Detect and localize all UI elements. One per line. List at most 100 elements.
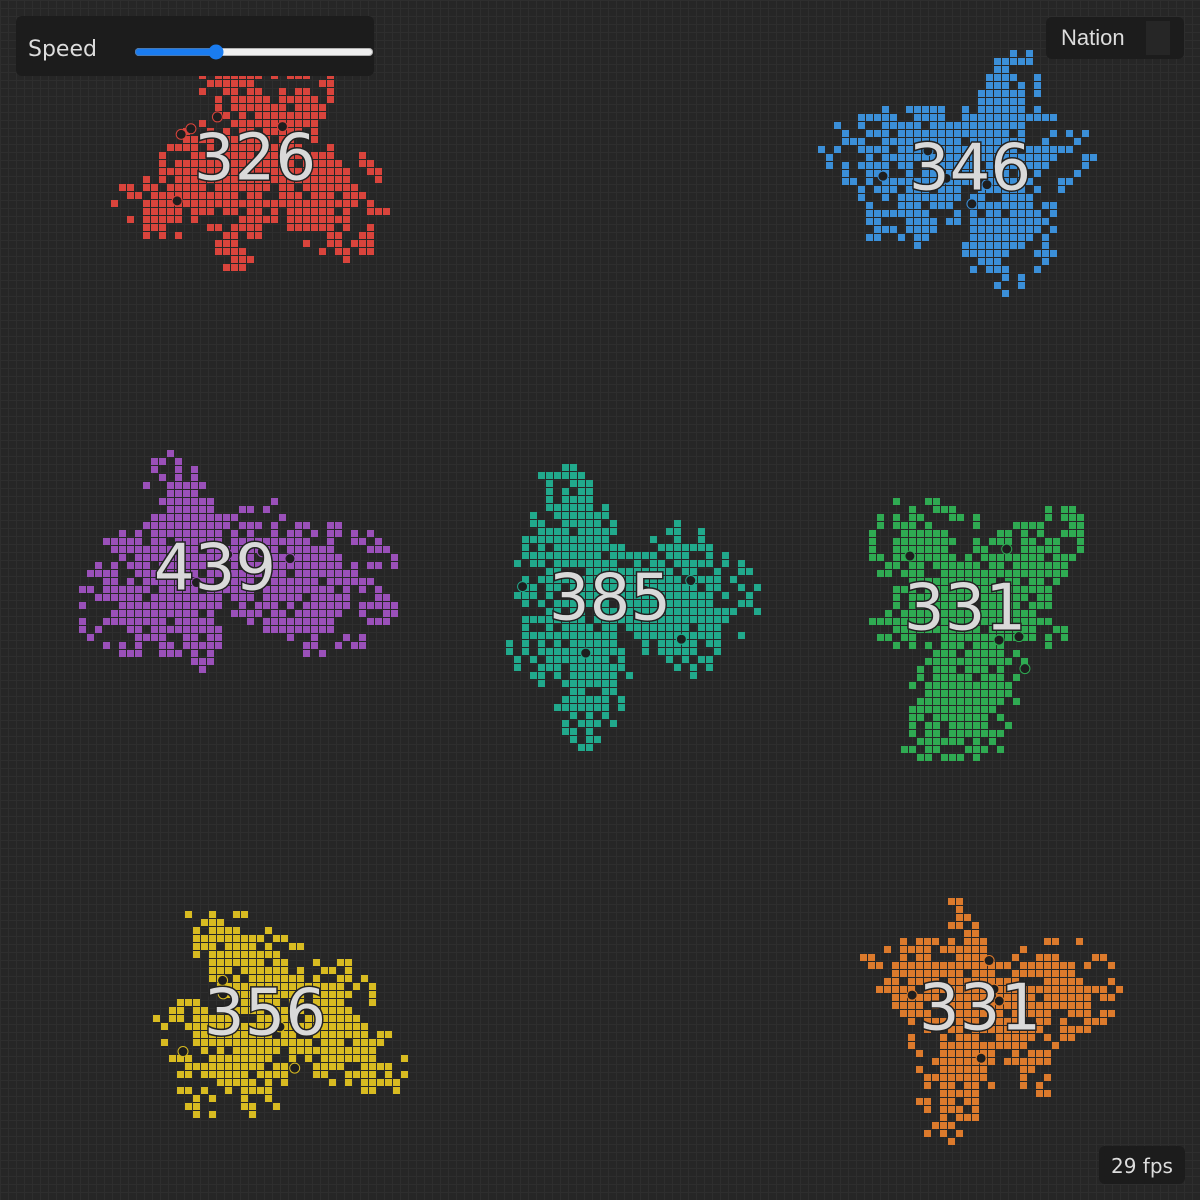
territory-cell bbox=[217, 1063, 224, 1070]
territory-cell bbox=[335, 522, 342, 529]
territory-cell bbox=[209, 959, 216, 966]
territory-cell bbox=[1050, 210, 1057, 217]
territory-cell bbox=[578, 576, 585, 583]
unit bbox=[177, 1046, 189, 1058]
territory-cell bbox=[1050, 114, 1057, 121]
territory-cell bbox=[546, 616, 553, 623]
territory-cell bbox=[295, 578, 302, 585]
territory-cell bbox=[313, 1063, 320, 1070]
territory-cell bbox=[981, 618, 988, 625]
territory-cell bbox=[239, 554, 246, 561]
territory-cell bbox=[946, 162, 953, 169]
territory-cell bbox=[351, 192, 358, 199]
territory-cell bbox=[538, 528, 545, 535]
unit bbox=[675, 633, 687, 645]
territory-cell bbox=[271, 152, 278, 159]
territory-cell bbox=[289, 1015, 296, 1022]
territory-cell bbox=[1018, 122, 1025, 129]
territory-cell bbox=[1020, 986, 1027, 993]
territory-cell bbox=[898, 210, 905, 217]
territory-cell bbox=[554, 632, 561, 639]
territory-cell bbox=[924, 1098, 931, 1105]
territory-cell bbox=[986, 202, 993, 209]
territory-cell bbox=[207, 626, 214, 633]
territory-cell bbox=[909, 722, 916, 729]
territory-cell bbox=[964, 986, 971, 993]
speed-panel: Speed bbox=[16, 16, 374, 76]
territory-cell bbox=[327, 240, 334, 247]
territory-cell bbox=[949, 514, 956, 521]
territory-cell bbox=[1077, 546, 1084, 553]
territory-cell bbox=[970, 218, 977, 225]
territory-cell bbox=[940, 946, 947, 953]
territory-cell bbox=[239, 200, 246, 207]
territory-cell bbox=[273, 967, 280, 974]
territory-cell bbox=[578, 512, 585, 519]
territory-cell bbox=[1044, 1074, 1051, 1081]
territory-cell bbox=[882, 106, 889, 113]
territory-cell bbox=[1037, 546, 1044, 553]
territory-cell bbox=[1005, 634, 1012, 641]
territory-cell bbox=[1092, 986, 1099, 993]
territory-cell bbox=[1034, 186, 1041, 193]
territory-cell bbox=[1010, 202, 1017, 209]
territory-cell bbox=[1018, 138, 1025, 145]
territory-cell bbox=[249, 983, 256, 990]
territory-cell bbox=[682, 600, 689, 607]
territory-cell bbox=[666, 568, 673, 575]
territory-cell bbox=[361, 1031, 368, 1038]
nation-button[interactable]: Nation bbox=[1046, 17, 1184, 59]
territory-cell bbox=[666, 648, 673, 655]
territory-cell bbox=[981, 554, 988, 561]
territory-cell bbox=[866, 178, 873, 185]
territory-cell bbox=[1010, 146, 1017, 153]
territory-cell bbox=[201, 1087, 208, 1094]
territory-cell bbox=[249, 975, 256, 982]
territory-cell bbox=[890, 178, 897, 185]
territory-cell bbox=[193, 943, 200, 950]
territory-cell bbox=[965, 698, 972, 705]
territory-cell bbox=[1045, 618, 1052, 625]
territory-cell bbox=[900, 938, 907, 945]
territory-cell bbox=[303, 610, 310, 617]
territory-cell bbox=[1069, 530, 1076, 537]
territory-cell bbox=[249, 1079, 256, 1086]
territory-cell bbox=[239, 602, 246, 609]
territory-cell bbox=[201, 1047, 208, 1054]
territory-cell bbox=[988, 1018, 995, 1025]
speed-slider[interactable] bbox=[134, 44, 374, 60]
territory-cell bbox=[602, 512, 609, 519]
territory-cell bbox=[890, 154, 897, 161]
territory-cell bbox=[343, 594, 350, 601]
territory-cell bbox=[207, 634, 214, 641]
territory-cell bbox=[287, 530, 294, 537]
territory-cell bbox=[1026, 162, 1033, 169]
territory-cell bbox=[546, 656, 553, 663]
territory-cell bbox=[962, 250, 969, 257]
territory-cell bbox=[175, 490, 182, 497]
territory-cell bbox=[578, 496, 585, 503]
territory-cell bbox=[901, 634, 908, 641]
territory-cell bbox=[223, 88, 230, 95]
territory-cell bbox=[1020, 946, 1027, 953]
territory-cell bbox=[1082, 130, 1089, 137]
territory-cell bbox=[884, 946, 891, 953]
territory-cell bbox=[279, 144, 286, 151]
territory-cell bbox=[989, 690, 996, 697]
territory-cell bbox=[193, 1007, 200, 1014]
territory-cell bbox=[1020, 1066, 1027, 1073]
territory-cell bbox=[546, 488, 553, 495]
territory-cell bbox=[383, 610, 390, 617]
territory-cell bbox=[997, 746, 1004, 753]
territory-cell bbox=[271, 562, 278, 569]
territory-cell bbox=[562, 720, 569, 727]
territory-cell bbox=[956, 914, 963, 921]
territory-cell bbox=[658, 592, 665, 599]
territory-cell bbox=[901, 618, 908, 625]
territory-cell bbox=[135, 530, 142, 537]
territory-cell bbox=[337, 959, 344, 966]
territory-cell bbox=[289, 1023, 296, 1030]
territory-cell bbox=[87, 634, 94, 641]
territory-cell bbox=[143, 634, 150, 641]
territory-cell bbox=[217, 967, 224, 974]
